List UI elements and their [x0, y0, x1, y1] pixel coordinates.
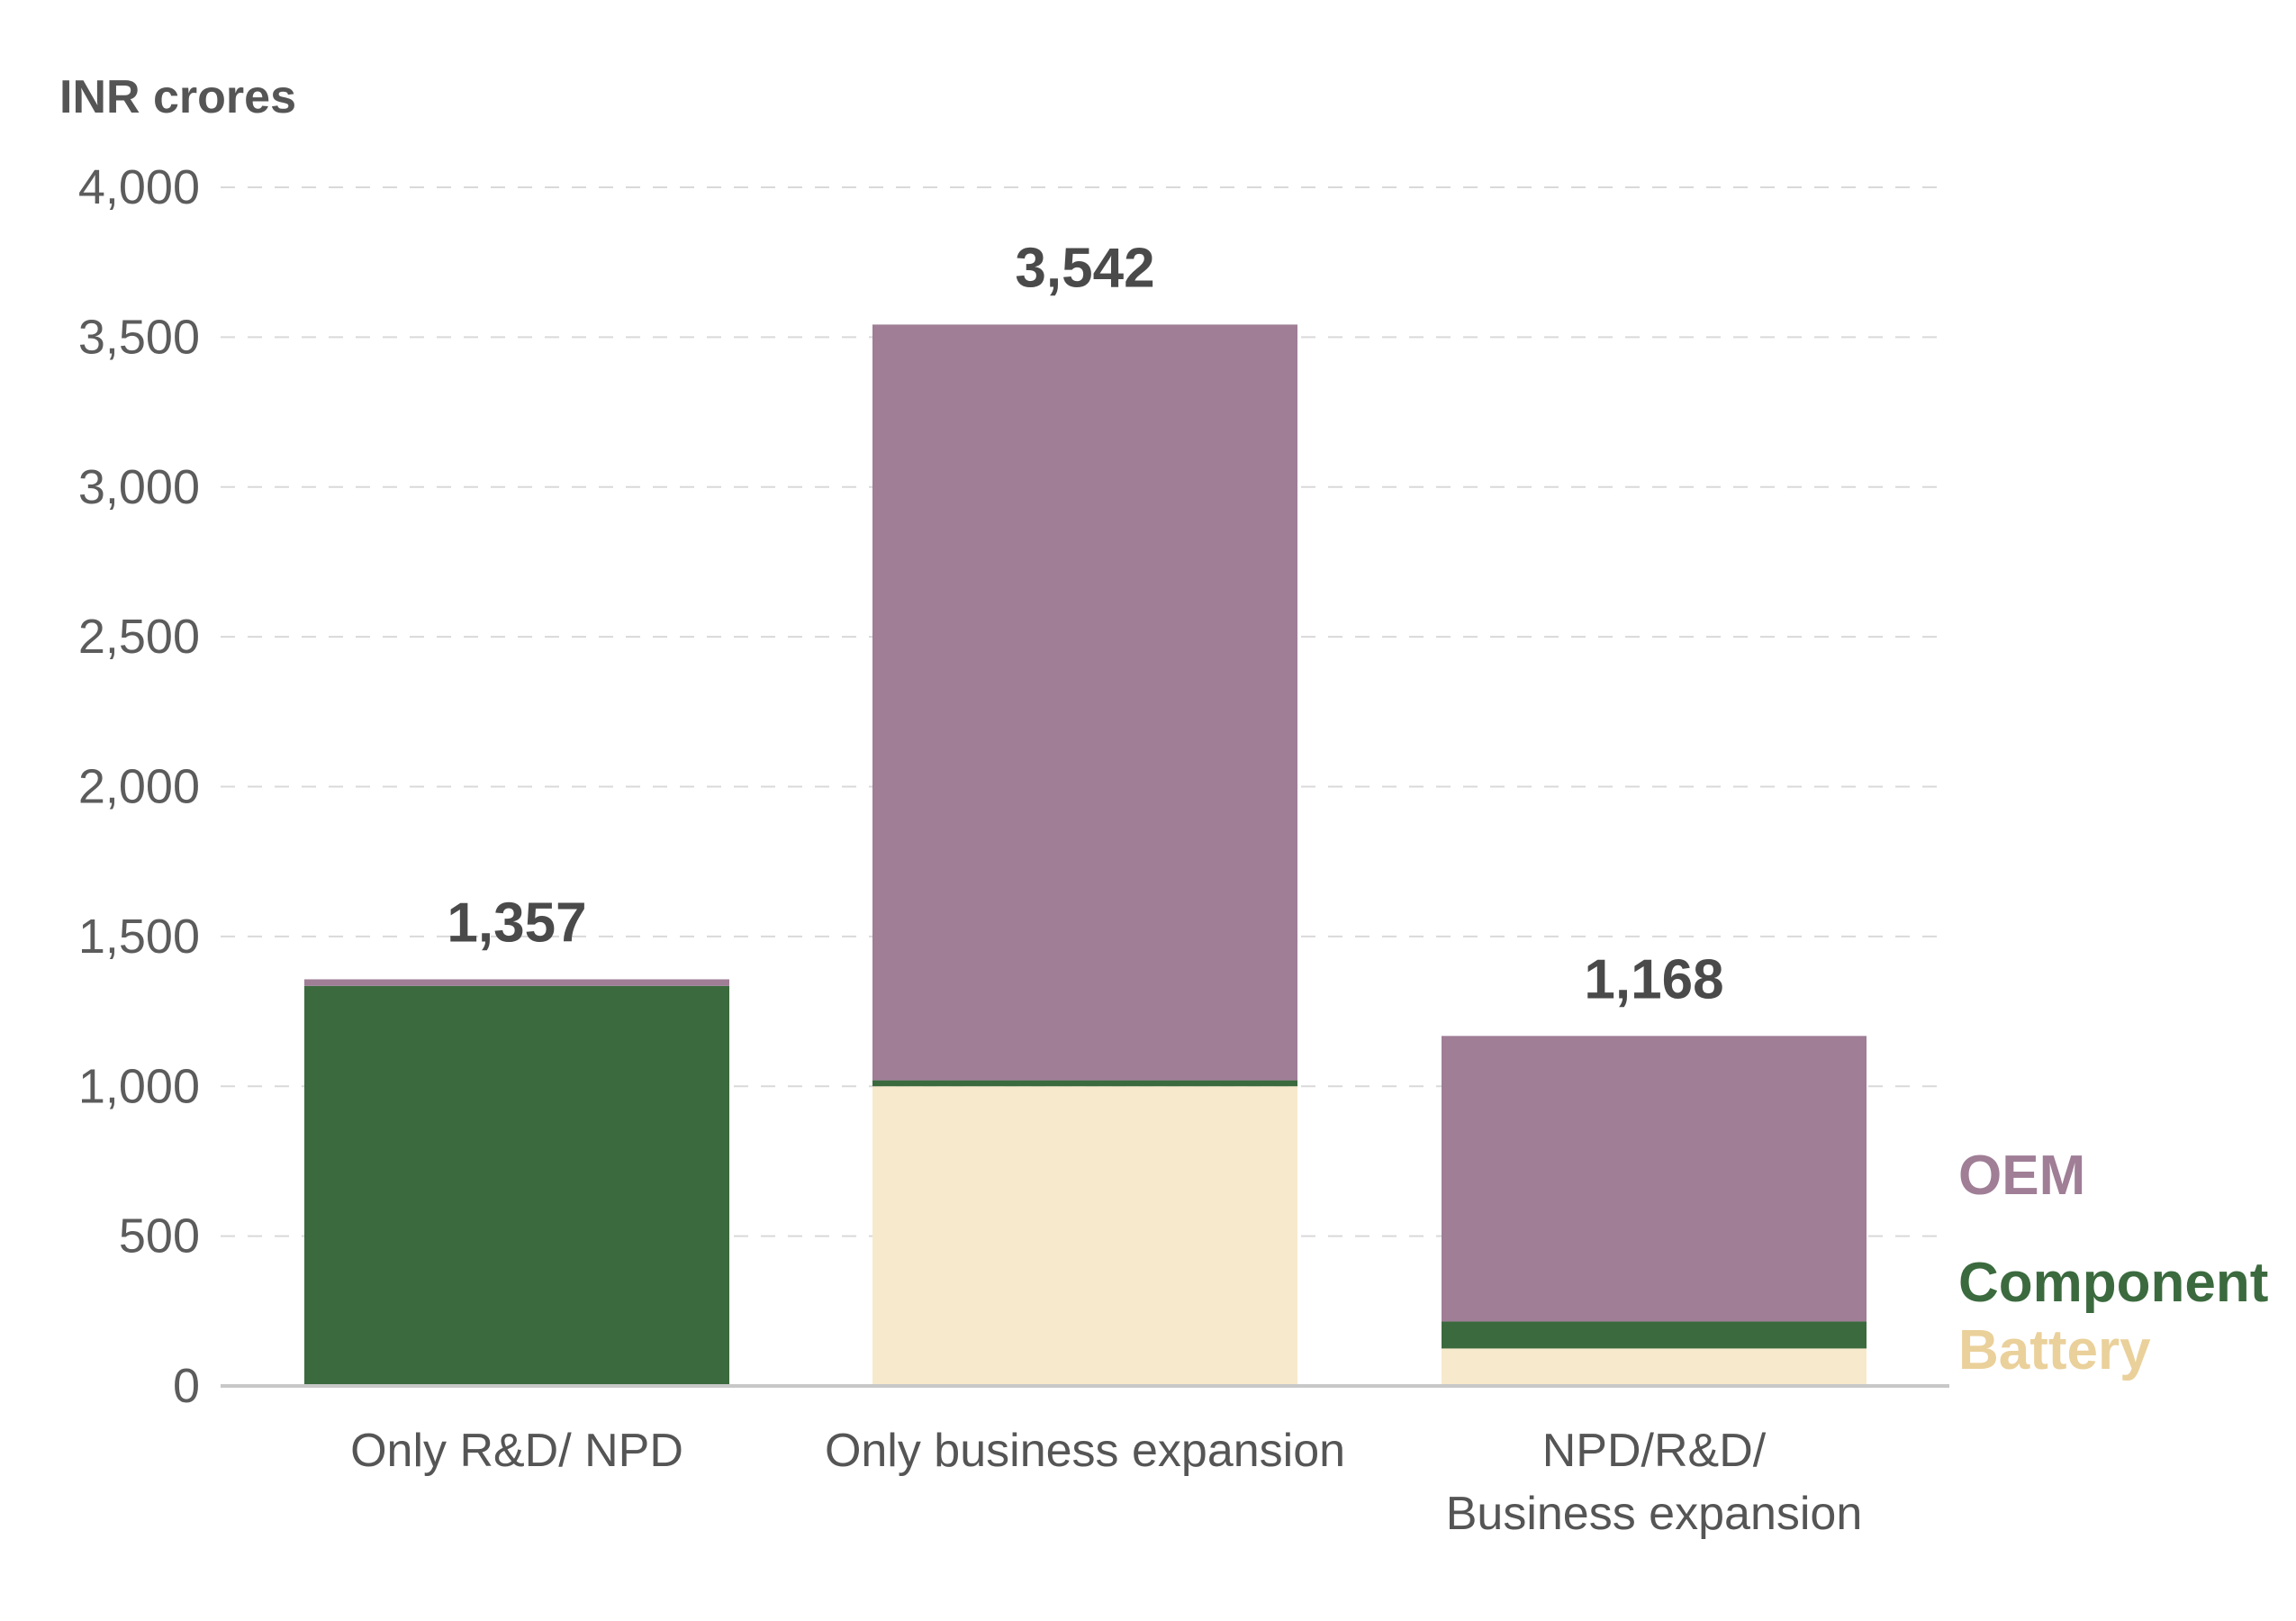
y-tick-label: 3,500: [78, 310, 200, 364]
y-tick-label: 1,500: [78, 910, 200, 964]
bar-segment-component: [304, 985, 729, 1386]
x-category-label: Only business expansion: [825, 1425, 1345, 1477]
bar-segment-component: [1442, 1321, 1867, 1349]
y-tick-label: 2,500: [78, 610, 200, 664]
x-axis-categories: Only R&D/ NPD Only business expansion NPD/…: [350, 1425, 1862, 1540]
y-tick-label: 2,000: [78, 760, 200, 814]
y-tick-label: 500: [119, 1209, 200, 1263]
bar-segment-oem: [304, 979, 729, 986]
y-tick-label: 3,000: [78, 460, 200, 514]
bar-segment-battery: [1442, 1348, 1867, 1386]
bar-total-labels: 1,357 3,542 1,168: [447, 237, 1723, 1010]
y-tick-label: 4,000: [78, 160, 200, 214]
bar-total-label: 1,168: [1584, 948, 1723, 1010]
bar-segment-oem: [1442, 1036, 1867, 1322]
bars: [304, 324, 1867, 1386]
legend-label-oem: OEM: [1958, 1145, 2085, 1207]
x-category-label: Only R&D/ NPD: [350, 1425, 683, 1477]
y-axis-ticks: 0 500 1,000 1,500 2,000 2,500 3,000 3,500 4,000: [78, 160, 200, 1413]
legend-label-component: Component: [1958, 1252, 2268, 1314]
bar-total-label: 3,542: [1015, 237, 1154, 299]
bar-total-label: 1,357: [447, 892, 586, 954]
x-category-label: Business expansion: [1446, 1488, 1863, 1540]
y-axis-title: INR crores: [59, 71, 296, 123]
legend-label-battery: Battery: [1958, 1319, 2151, 1381]
bar-segment-component: [872, 1080, 1297, 1087]
bar-segment-battery: [872, 1086, 1297, 1386]
bar-segment-oem: [872, 324, 1297, 1081]
x-category-label: NPD/R&D/: [1542, 1425, 1767, 1477]
y-tick-label: 1,000: [78, 1059, 200, 1113]
y-tick-label: 0: [173, 1359, 200, 1413]
